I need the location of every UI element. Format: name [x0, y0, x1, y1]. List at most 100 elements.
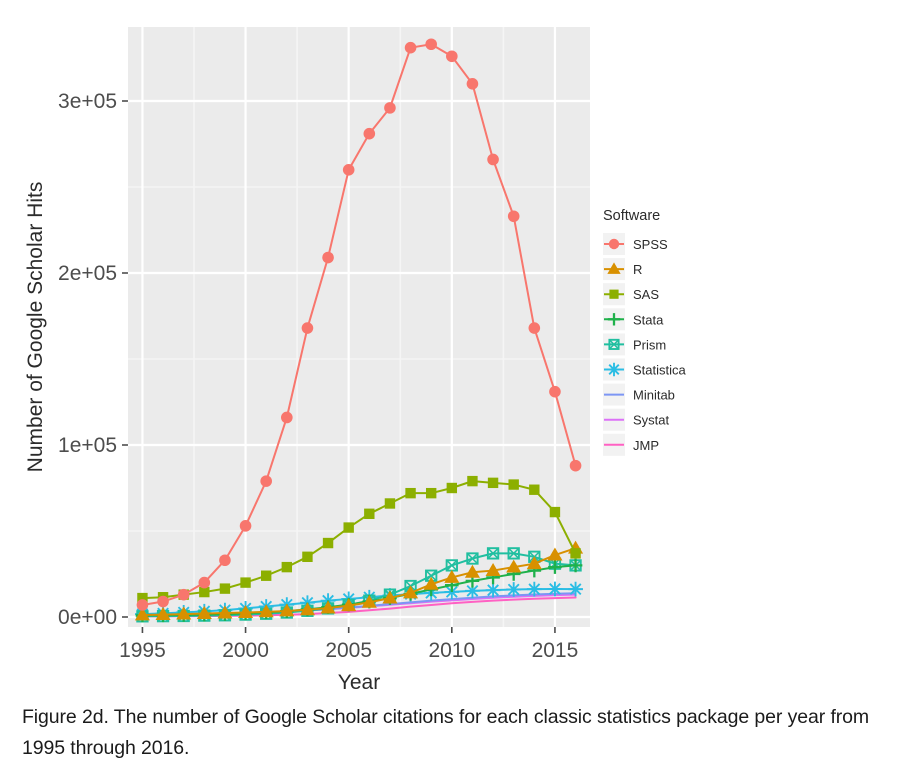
legend-item-label: R: [633, 262, 642, 277]
legend-item-label: SAS: [633, 287, 659, 302]
y-tick-label: 0e+00: [58, 606, 117, 629]
marker-circle: [384, 102, 396, 114]
marker-square-outline: [507, 547, 520, 560]
y-tick-label: 3e+05: [58, 90, 117, 113]
legend-item-prism[interactable]: Prism: [603, 333, 666, 356]
line-chart: 1995 2000 2005 2010 2015 0e+00 1e+05 2e+05 3e+0…: [24, 27, 687, 694]
marker-circle: [322, 251, 334, 264]
legend-item-systat[interactable]: Systat: [603, 408, 670, 431]
marker-circle: [136, 599, 149, 611]
marker-triangle: [320, 600, 336, 614]
series-sas: [137, 475, 581, 604]
marker-triangle: [217, 605, 233, 619]
marker-circle: [608, 238, 620, 250]
marker-cross: [425, 569, 437, 582]
chart-plot-area: 1995 2000 2005 2010 2015 0e+00 1e+05 2e+05 3e+0…: [24, 27, 687, 694]
marker-triangle: [155, 607, 171, 621]
marker-cross: [507, 547, 520, 560]
legend-item-jmp[interactable]: JMP: [603, 433, 659, 456]
legend-item-sas[interactable]: SAS: [603, 283, 659, 306]
marker-asterisk: [547, 581, 563, 597]
marker-circle: [342, 164, 355, 176]
marker-triangle: [464, 564, 480, 578]
marker-square: [446, 482, 458, 494]
marker-circle: [507, 210, 520, 223]
marker-cross: [608, 339, 620, 350]
marker-asterisk: [568, 581, 583, 597]
panel-background: [128, 27, 590, 627]
marker-square: [529, 484, 540, 495]
marker-circle: [363, 127, 376, 140]
marker-cross: [446, 559, 458, 572]
marker-square: [281, 561, 293, 573]
marker-circle: [177, 588, 190, 601]
marker-triangle: [485, 563, 501, 576]
marker-circle: [466, 78, 479, 90]
legend-item-label: Stata: [633, 312, 664, 327]
marker-triangle: [176, 606, 192, 620]
marker-triangle: [196, 606, 212, 619]
marker-circle: [157, 595, 169, 608]
legend-item-label: SPSS: [633, 237, 668, 252]
data-series-group: [134, 38, 584, 623]
marker-triangle: [299, 602, 315, 616]
marker-triangle: [341, 598, 357, 612]
marker-circle: [528, 322, 541, 334]
marker-square: [549, 506, 561, 518]
marker-square: [405, 487, 416, 499]
marker-square: [487, 477, 499, 489]
marker-square: [425, 487, 437, 499]
legend-item-label: JMP: [633, 438, 659, 453]
marker-circle: [404, 41, 417, 54]
legend-item-stata[interactable]: Stata: [603, 308, 664, 331]
y-axis: 0e+00 1e+05 2e+05 3e+05: [58, 90, 128, 629]
marker-asterisk: [485, 582, 501, 598]
marker-circle: [301, 322, 314, 334]
marker-triangle: [279, 603, 295, 617]
legend-item-spss[interactable]: SPSS: [603, 233, 668, 255]
marker-asterisk: [526, 581, 542, 597]
marker-plus: [548, 560, 562, 574]
series-line: [141, 480, 577, 600]
marker-square: [384, 498, 396, 509]
marker-circle: [198, 576, 211, 589]
x-tick-label: 2010: [428, 639, 475, 662]
marker-circle: [281, 411, 293, 424]
marker-square: [508, 479, 519, 490]
legend-item-minitab[interactable]: Minitab: [603, 383, 675, 406]
series-line: [141, 43, 577, 606]
marker-circle: [219, 554, 231, 567]
marker-square: [199, 586, 210, 598]
series-line: [141, 547, 577, 616]
marker-triangle: [258, 604, 274, 618]
marker-asterisk: [607, 362, 621, 377]
legend-item-statistica[interactable]: Statistica: [603, 358, 687, 381]
x-tick-label: 2015: [532, 639, 579, 662]
y-tick-label: 2e+05: [58, 262, 117, 285]
marker-square: [570, 548, 581, 559]
legend-item-label: Systat: [633, 413, 670, 428]
marker-triangle: [134, 607, 150, 621]
marker-square: [343, 522, 354, 533]
panel-rect: [128, 27, 590, 627]
marker-square: [609, 289, 619, 299]
marker-circle: [487, 153, 499, 166]
marker-plus: [568, 558, 583, 573]
marker-triangle: [423, 576, 439, 590]
marker-square-outline: [608, 338, 620, 350]
marker-square: [240, 577, 251, 588]
marker-triangle: [607, 262, 621, 274]
axis-titles: Year Number of Google Scholar Hits: [24, 182, 380, 694]
marker-square: [467, 475, 478, 487]
marker-triangle: [361, 594, 377, 608]
chart-legend: Software SPSS R SAS Stata Prism Statistica Mini…: [603, 208, 687, 456]
marker-square: [137, 592, 148, 604]
legend-item-label: Minitab: [633, 388, 675, 403]
marker-circle: [569, 459, 582, 472]
y-tick-label: 1e+05: [58, 434, 117, 457]
legend-title: Software: [603, 208, 660, 224]
x-axis-title: Year: [338, 671, 380, 694]
series-line: [141, 587, 577, 616]
legend-item-r[interactable]: R: [603, 258, 642, 281]
